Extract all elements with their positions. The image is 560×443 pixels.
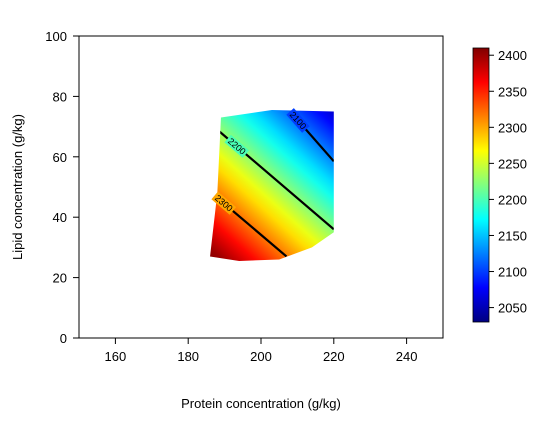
- colorbar-tick-label: 2350: [498, 84, 527, 99]
- colorbar-tick-label: 2200: [498, 192, 527, 207]
- y-axis: 0 20 40 60 80 100: [45, 29, 80, 346]
- x-tick-label: 160: [105, 349, 127, 364]
- x-tick-label: 220: [323, 349, 345, 364]
- colorbar-tick-label: 2050: [498, 301, 527, 316]
- y-tick-label: 40: [53, 210, 67, 225]
- y-tick-label: 0: [60, 331, 67, 346]
- x-tick-label: 240: [396, 349, 418, 364]
- x-axis: 160 180 200 220 240: [105, 337, 418, 364]
- y-tick-label: 20: [53, 271, 67, 286]
- colorbar-tick-label: 2150: [498, 228, 527, 243]
- surface-layer: [210, 109, 334, 261]
- x-axis-label: Protein concentration (g/kg): [181, 396, 341, 411]
- colorbar-tick-label: 2100: [498, 265, 527, 280]
- colorbar-tick-label: 2250: [498, 156, 527, 171]
- y-axis-label: Lipid concentration (g/kg): [10, 114, 25, 260]
- colorbar: 2050 2100 2150 2200 2250 2300 2350 2400: [472, 47, 527, 323]
- colorbar-tick-label: 2300: [498, 120, 527, 135]
- colorbar-gradient: [472, 47, 490, 323]
- x-tick-label: 200: [250, 349, 272, 364]
- fitted-surface: [210, 109, 334, 261]
- contour-label-bg: [211, 191, 237, 215]
- y-tick-label: 100: [45, 29, 67, 44]
- y-tick-label: 80: [53, 89, 67, 104]
- x-tick-label: 180: [177, 349, 199, 364]
- colorbar-tick-label: 2400: [498, 48, 527, 63]
- contour-label-bg: [224, 134, 250, 158]
- y-tick-label: 60: [53, 150, 67, 165]
- contour-label-bg: [286, 108, 310, 133]
